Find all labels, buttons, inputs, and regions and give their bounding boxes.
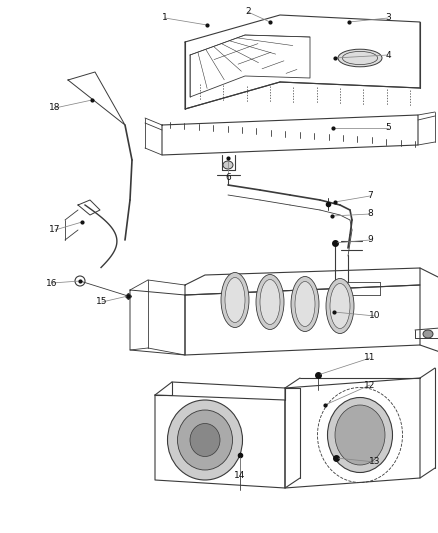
Ellipse shape	[223, 161, 233, 169]
Ellipse shape	[225, 278, 245, 322]
Ellipse shape	[260, 279, 280, 325]
Ellipse shape	[256, 274, 284, 329]
Ellipse shape	[338, 49, 382, 67]
Ellipse shape	[335, 405, 385, 465]
Text: 7: 7	[367, 191, 373, 200]
Ellipse shape	[190, 424, 220, 456]
Text: 18: 18	[49, 103, 61, 112]
Text: 5: 5	[385, 124, 391, 133]
Text: 4: 4	[385, 51, 391, 60]
Text: 11: 11	[364, 353, 376, 362]
Ellipse shape	[177, 410, 233, 470]
Text: 15: 15	[96, 297, 108, 306]
Ellipse shape	[295, 281, 315, 327]
Text: 9: 9	[367, 236, 373, 245]
Text: 13: 13	[369, 457, 381, 466]
Ellipse shape	[167, 400, 243, 480]
Text: 12: 12	[364, 381, 376, 390]
Text: 6: 6	[225, 174, 231, 182]
Ellipse shape	[221, 272, 249, 327]
Text: 17: 17	[49, 225, 61, 235]
Text: 2: 2	[245, 7, 251, 17]
Ellipse shape	[423, 330, 433, 338]
Ellipse shape	[291, 277, 319, 332]
Ellipse shape	[328, 398, 392, 472]
Text: 3: 3	[385, 13, 391, 22]
Text: 14: 14	[234, 472, 246, 481]
Text: 10: 10	[369, 311, 381, 320]
Text: 8: 8	[367, 209, 373, 219]
Text: 1: 1	[162, 13, 168, 22]
Text: 16: 16	[46, 279, 58, 287]
Ellipse shape	[326, 279, 354, 334]
Ellipse shape	[330, 284, 350, 328]
